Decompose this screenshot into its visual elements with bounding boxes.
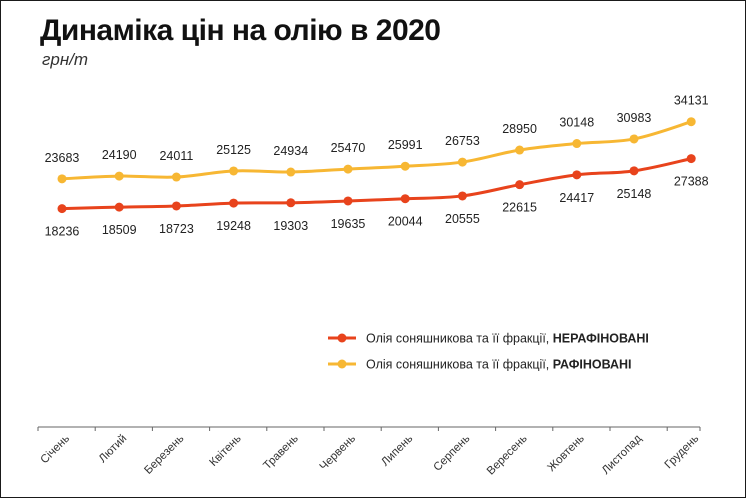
data-point (400, 161, 410, 171)
series-line (60, 120, 693, 181)
legend-label-prefix: Олія соняшникова та її фракції, (366, 332, 553, 346)
series-line (60, 157, 693, 211)
series-layer: 18236 18509 18723 19248 19303 19635 20044 20555… (45, 94, 709, 239)
data-point (457, 191, 467, 201)
data-label: 25991 (388, 138, 423, 152)
data-point (286, 167, 296, 177)
data-point (229, 166, 239, 176)
data-point (171, 172, 181, 182)
x-tick-label: Червень (318, 433, 358, 473)
data-label: 22615 (502, 201, 537, 215)
data-label: 20044 (388, 215, 423, 229)
data-label: 30148 (559, 116, 594, 130)
data-point (457, 157, 467, 167)
legend-item: Олія соняшникова та її фракції, РАФІНОВА… (328, 358, 632, 372)
data-label: 19303 (273, 219, 308, 233)
data-point (572, 170, 582, 180)
data-point (343, 196, 353, 206)
data-label: 25470 (331, 141, 366, 155)
data-label: 25125 (216, 143, 251, 157)
data-label: 27388 (674, 175, 709, 189)
data-point (114, 202, 124, 212)
legend-item: Олія соняшникова та її фракції, НЕРАФІНО… (328, 332, 649, 346)
x-tick-label: Січень (38, 433, 72, 467)
data-label: 19248 (216, 219, 251, 233)
data-label: 24011 (159, 149, 193, 163)
x-tick-label: Травень (261, 433, 301, 473)
data-point (57, 174, 67, 184)
data-point (343, 164, 353, 174)
data-label: 23683 (45, 151, 80, 165)
chart-title: Динаміка цін на олію в 2020 (40, 14, 441, 47)
data-point (515, 145, 525, 155)
data-label: 18723 (159, 222, 194, 236)
data-point (686, 154, 696, 164)
data-point (629, 134, 639, 144)
data-label: 20555 (445, 212, 480, 226)
data-point (629, 166, 639, 176)
x-tick-label: Листопад (600, 432, 644, 476)
x-axis: Січень Лютий Березень Квітень Травень Червень… (37, 426, 702, 478)
data-point (572, 139, 582, 149)
data-label: 24417 (559, 191, 594, 205)
data-point (286, 198, 296, 208)
data-label: 34131 (674, 94, 709, 108)
x-tick-label: Грудень (663, 433, 702, 472)
x-tick-label: Березень (142, 433, 186, 477)
data-point (686, 117, 696, 127)
legend-label-prefix: Олія соняшникова та її фракції, (366, 358, 553, 372)
series-refined: 23683 24190 24011 25125 24934 25470 25991 26753… (45, 94, 709, 184)
data-point (171, 201, 181, 211)
data-point (515, 180, 525, 190)
legend-label: Олія соняшникова та її фракції, РАФІНОВА… (366, 358, 632, 372)
data-label: 18236 (45, 225, 80, 239)
data-label: 24934 (273, 144, 308, 158)
data-label: 18509 (102, 223, 137, 237)
data-label: 30983 (617, 111, 652, 125)
data-point (400, 194, 410, 204)
data-label: 28950 (502, 122, 537, 136)
x-tick-label: Вересень (485, 433, 530, 478)
x-tick-label: Липень (379, 433, 415, 469)
data-point (57, 204, 67, 214)
series-unrefined: 18236 18509 18723 19248 19303 19635 20044 20555… (45, 154, 709, 239)
data-point (229, 198, 239, 208)
data-label: 25148 (617, 187, 652, 201)
x-tick-label: Серпень (431, 433, 472, 474)
x-tick-label: Квітень (207, 433, 243, 469)
x-tick-label: Лютий (97, 433, 130, 466)
legend-swatch-marker (337, 333, 347, 343)
chart-subtitle: грн/т (42, 50, 89, 69)
legend-label: Олія соняшникова та її фракції, НЕРАФІНО… (366, 332, 649, 346)
data-point (114, 171, 124, 181)
legend-label-emphasis: НЕРАФІНОВАНІ (553, 332, 649, 346)
data-label: 26753 (445, 134, 480, 148)
legend-swatch-marker (337, 359, 347, 369)
legend: Олія соняшникова та її фракції, НЕРАФІНО… (328, 332, 649, 372)
data-label: 19635 (331, 217, 366, 231)
x-tick-label: Жовтень (545, 433, 586, 474)
legend-label-emphasis: РАФІНОВАНІ (553, 358, 632, 372)
data-label: 24190 (102, 148, 137, 162)
